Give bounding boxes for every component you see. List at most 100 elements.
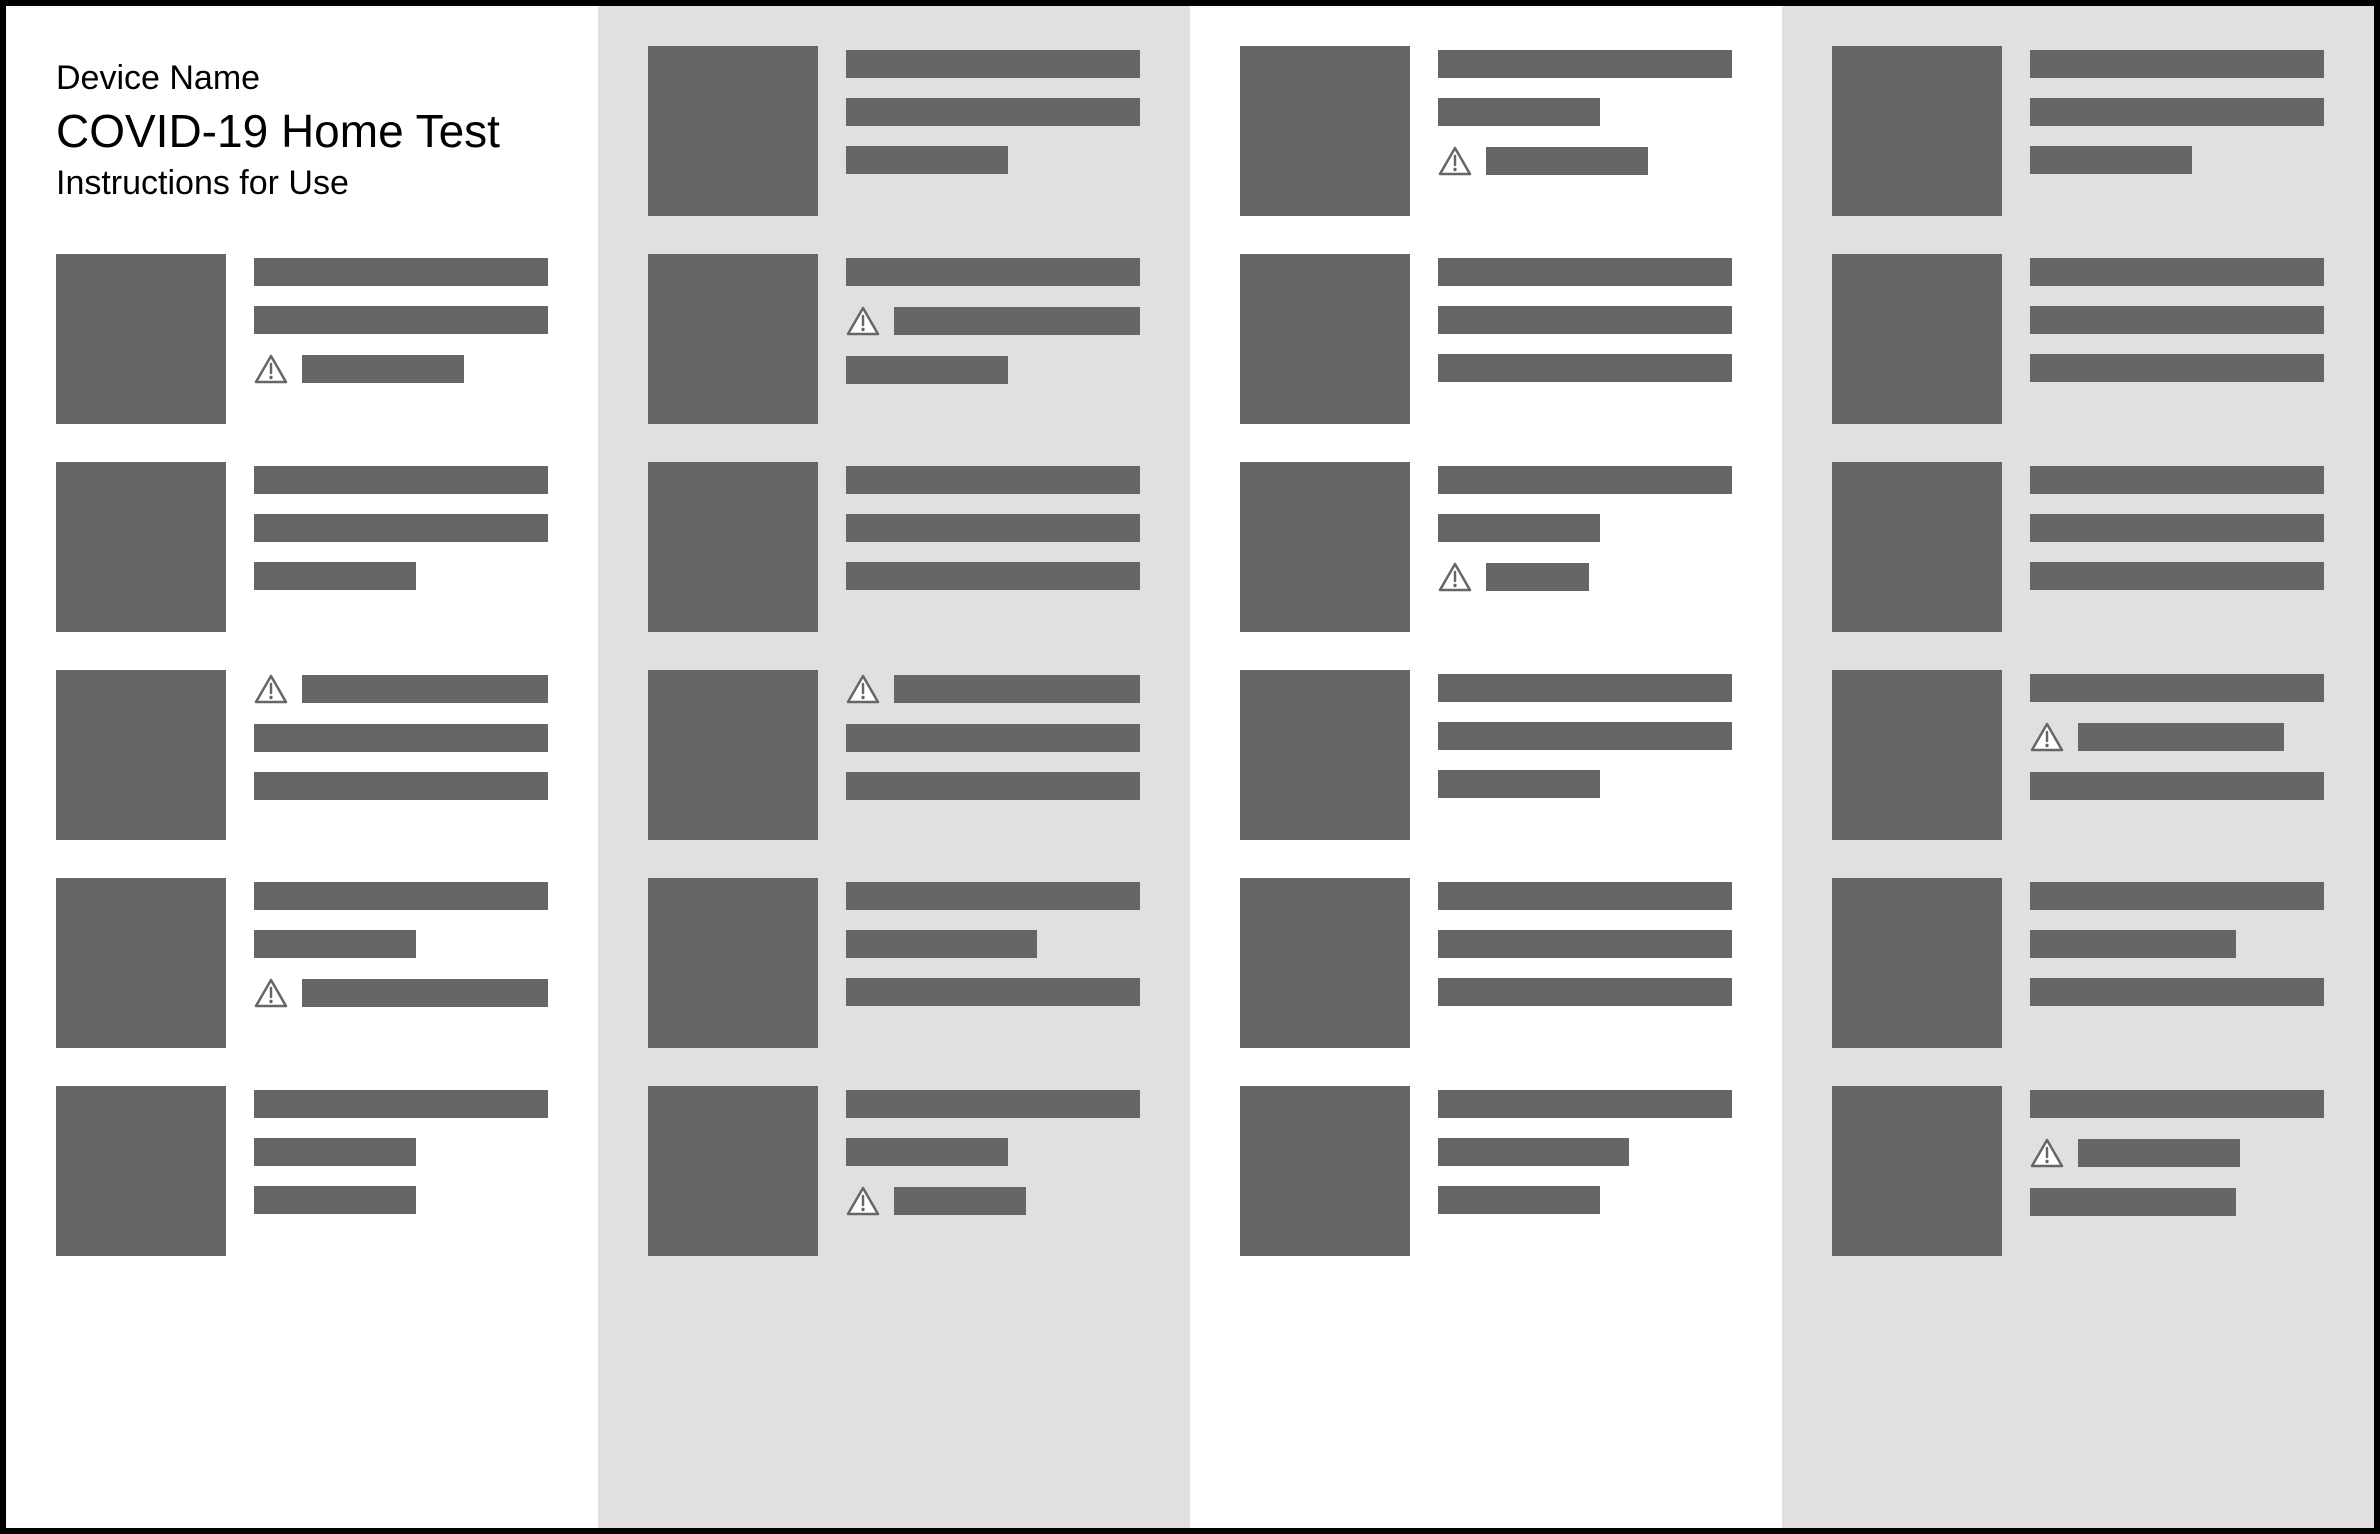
instruction-step: [56, 462, 548, 632]
text-line: [846, 466, 1140, 494]
column-3: [1190, 6, 1782, 1528]
column-1: Device NameCOVID-19 Home TestInstruction…: [6, 6, 598, 1528]
text-line: [846, 356, 1140, 384]
text-placeholder: [254, 1186, 416, 1214]
text-placeholder: [2030, 1090, 2324, 1118]
text-line: [254, 882, 548, 910]
text-line: [846, 562, 1140, 590]
text-placeholder: [2030, 258, 2324, 286]
instruction-step: [648, 878, 1140, 1048]
instruction-step: [56, 878, 548, 1048]
step-text: [1438, 254, 1732, 382]
warning-icon: [254, 354, 288, 384]
step-image: [56, 462, 226, 632]
text-placeholder: [846, 724, 1140, 752]
text-line: [2030, 722, 2324, 752]
text-line: [2030, 930, 2324, 958]
text-line: [1438, 146, 1732, 176]
text-line: [846, 978, 1140, 1006]
text-placeholder: [1438, 674, 1732, 702]
text-placeholder: [2030, 514, 2324, 542]
text-line: [2030, 674, 2324, 702]
text-placeholder: [2030, 772, 2324, 800]
instruction-step: [1832, 46, 2324, 216]
text-placeholder: [254, 562, 416, 590]
text-line: [1438, 98, 1732, 126]
text-placeholder: [1438, 882, 1732, 910]
text-placeholder: [302, 979, 548, 1007]
step-image: [1832, 462, 2002, 632]
text-placeholder: [846, 146, 1008, 174]
instruction-step: [1832, 670, 2324, 840]
text-line: [846, 772, 1140, 800]
text-line: [254, 1186, 548, 1214]
step-image: [648, 254, 818, 424]
text-line: [846, 882, 1140, 910]
text-line: [1438, 1186, 1732, 1214]
text-line: [2030, 98, 2324, 126]
text-line: [1438, 1138, 1732, 1166]
text-placeholder: [2030, 562, 2324, 590]
instruction-step: [648, 1086, 1140, 1256]
step-text: [2030, 878, 2324, 1006]
text-placeholder: [1438, 466, 1732, 494]
text-line: [254, 930, 548, 958]
text-line: [1438, 466, 1732, 494]
text-placeholder: [254, 306, 548, 334]
instruction-step: [1832, 878, 2324, 1048]
step-image: [648, 46, 818, 216]
step-image: [1832, 254, 2002, 424]
step-image: [1240, 46, 1410, 216]
text-line: [2030, 1188, 2324, 1216]
text-line: [254, 258, 548, 286]
step-text: [254, 1086, 548, 1214]
title-block: Device NameCOVID-19 Home TestInstruction…: [56, 46, 548, 216]
warning-icon: [254, 978, 288, 1008]
text-placeholder: [254, 930, 416, 958]
text-line: [254, 1138, 548, 1166]
step-text: [2030, 462, 2324, 590]
warning-icon: [846, 674, 880, 704]
text-placeholder: [846, 1138, 1008, 1166]
column-4: [1782, 6, 2374, 1528]
text-line: [2030, 562, 2324, 590]
text-placeholder: [1438, 930, 1732, 958]
text-placeholder: [254, 724, 548, 752]
warning-icon: [254, 674, 288, 704]
text-line: [254, 514, 548, 542]
step-image: [56, 670, 226, 840]
text-placeholder: [1438, 258, 1732, 286]
text-placeholder: [2030, 674, 2324, 702]
text-line: [2030, 882, 2324, 910]
text-placeholder: [846, 258, 1140, 286]
text-placeholder: [254, 772, 548, 800]
text-placeholder: [2078, 1139, 2240, 1167]
text-placeholder: [846, 356, 1008, 384]
text-placeholder: [2030, 306, 2324, 334]
step-text: [846, 462, 1140, 590]
text-line: [846, 514, 1140, 542]
instruction-step: [1240, 46, 1732, 216]
step-text: [846, 878, 1140, 1006]
step-image: [1832, 878, 2002, 1048]
step-image: [56, 878, 226, 1048]
text-line: [254, 674, 548, 704]
text-placeholder: [1438, 978, 1732, 1006]
text-line: [846, 306, 1140, 336]
text-line: [1438, 514, 1732, 542]
text-line: [2030, 514, 2324, 542]
text-placeholder: [254, 466, 548, 494]
step-text: [846, 46, 1140, 174]
text-placeholder: [846, 50, 1140, 78]
warning-icon: [1438, 562, 1472, 592]
text-line: [846, 930, 1140, 958]
product-title: COVID-19 Home Test: [56, 104, 548, 158]
text-placeholder: [254, 258, 548, 286]
text-line: [2030, 772, 2324, 800]
warning-icon: [2030, 722, 2064, 752]
text-line: [2030, 978, 2324, 1006]
text-placeholder: [254, 1138, 416, 1166]
instruction-step: [1240, 878, 1732, 1048]
text-line: [254, 306, 548, 334]
text-placeholder: [846, 930, 1037, 958]
